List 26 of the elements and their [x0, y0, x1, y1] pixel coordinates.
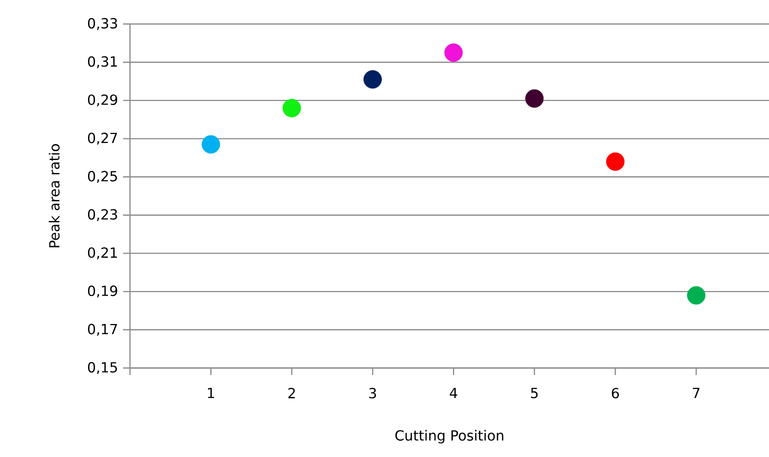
- point: [525, 89, 544, 108]
- point: [444, 43, 463, 62]
- y-tick-label: 0,15: [88, 362, 117, 374]
- y-tick-label: 0,17: [88, 324, 117, 336]
- y-tick-label: 0,29: [88, 94, 118, 106]
- point: [202, 135, 220, 154]
- y-tick-label: 0,27: [88, 132, 117, 145]
- x-tick-label: 7: [692, 388, 700, 398]
- point: [363, 70, 382, 89]
- x-tick-label: 1: [208, 388, 214, 398]
- x-tick-label: 4: [450, 388, 458, 398]
- y-tick-label: 0,31: [88, 56, 117, 68]
- y-tick-label: 0,21: [88, 247, 117, 260]
- point: [606, 152, 625, 171]
- x-tick-label: 5: [531, 388, 538, 398]
- x-tick-label: 3: [369, 388, 376, 398]
- y-tick-label: 0,33: [88, 18, 118, 30]
- y-axis-title: Peak area ratio: [48, 144, 60, 248]
- x-axis-title: Cutting Position: [395, 430, 504, 444]
- point: [282, 98, 301, 118]
- y-tick-label: 0,25: [88, 170, 117, 183]
- point: [687, 286, 706, 305]
- x-tick-label: 6: [612, 388, 619, 398]
- x-tick-label: 2: [288, 388, 295, 398]
- y-tick-label: 0,23: [88, 209, 118, 222]
- y-tick-label: 0,19: [88, 286, 118, 298]
